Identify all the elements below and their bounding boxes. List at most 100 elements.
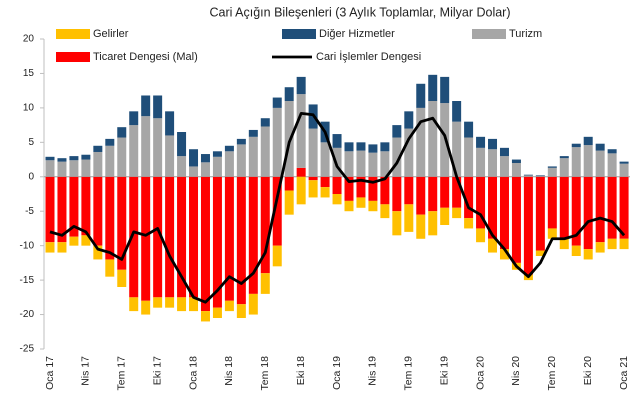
bar-segment <box>511 176 521 263</box>
bar-segment <box>547 228 557 239</box>
bar-segment <box>476 136 486 148</box>
bar-segment <box>416 83 426 108</box>
bar-segment <box>583 145 593 177</box>
bar-segment <box>141 116 151 177</box>
bar-segment <box>404 128 414 177</box>
bar-segment <box>260 273 270 294</box>
bar-segment <box>380 176 390 205</box>
y-tick-label: -20 <box>20 309 35 320</box>
y-tick-label: 0 <box>28 171 34 182</box>
bar-segment <box>165 111 175 136</box>
bar-segment <box>189 166 199 177</box>
bar-segment <box>380 151 390 177</box>
y-tick-label: 15 <box>23 68 35 79</box>
bar-segment <box>452 101 462 122</box>
bar-segment <box>499 249 509 260</box>
bar-segment <box>428 176 438 212</box>
bar-segment <box>452 207 462 219</box>
bar-segment <box>392 211 402 236</box>
bar-segment <box>248 136 258 177</box>
bar-segment <box>45 160 55 177</box>
bar-segment <box>200 311 210 322</box>
bar-segment <box>236 138 246 145</box>
bar-segment <box>129 176 139 298</box>
bar-segment <box>117 176 127 270</box>
bar-segment <box>464 218 474 229</box>
y-tick-label: 20 <box>23 34 35 45</box>
bar-segment <box>559 158 569 177</box>
bar-segment <box>284 176 294 191</box>
bar-segment <box>404 204 414 232</box>
bar-segment <box>619 161 629 164</box>
bar-segment <box>272 245 282 267</box>
bar-segment <box>260 176 270 274</box>
bar-segment <box>559 156 569 159</box>
legend-swatch <box>472 29 506 39</box>
bar-segment <box>583 136 593 146</box>
bar-segment <box>153 118 163 177</box>
y-tick-label: -15 <box>20 275 35 286</box>
bar-segment <box>165 297 175 308</box>
bar-segment <box>236 176 246 305</box>
bar-segment <box>57 161 67 177</box>
bar-segment <box>177 132 187 157</box>
bar-segment <box>129 111 139 126</box>
bar-segment <box>320 187 330 198</box>
bar-segment <box>81 176 91 236</box>
bar-segment <box>488 238 498 253</box>
x-tick-label: Eki 17 <box>151 356 163 385</box>
bar-segment <box>547 176 557 229</box>
bar-segment <box>368 176 378 201</box>
bar-segment <box>57 242 67 253</box>
x-tick-label: Tem 19 <box>403 356 415 391</box>
bar-segment <box>296 94 306 168</box>
bar-segment <box>464 176 474 219</box>
bar-segment <box>272 176 282 246</box>
bar-segment <box>57 158 67 162</box>
bar-segment <box>344 176 354 201</box>
bar-segment <box>284 87 294 101</box>
bar-segment <box>93 245 103 260</box>
bar-segment <box>404 176 414 205</box>
bar-segment <box>488 149 498 177</box>
bar-segment <box>595 176 605 243</box>
bar-segment <box>224 176 234 301</box>
bar-segment <box>260 126 270 177</box>
bar-segment <box>236 304 246 318</box>
x-tick-label: Oca 19 <box>331 356 343 390</box>
bar-segment <box>356 142 366 151</box>
bar-segment <box>320 176 330 188</box>
bar-segment <box>547 167 557 177</box>
line <box>49 112 626 304</box>
bar-segment <box>392 125 402 138</box>
y-tick-label: -5 <box>25 206 34 217</box>
bar-segment <box>165 176 175 298</box>
y-tick-label: -25 <box>20 344 35 355</box>
bar-segment <box>356 197 366 208</box>
legend-label: Cari İşlemler Dengesi <box>316 50 421 63</box>
bar-segment <box>248 293 258 315</box>
chart-title: Cari Açığın Bileşenleri (3 Aylık Toplaml… <box>209 5 510 19</box>
bar-segment <box>368 144 378 153</box>
bar-segment <box>535 176 545 177</box>
bar-segment <box>332 176 342 194</box>
bar-segment <box>535 175 545 177</box>
legend-label: Turizm <box>509 28 542 40</box>
x-tick-label: Eki 20 <box>582 356 594 385</box>
x-tick-label: Nis 20 <box>510 356 522 386</box>
bar-segment <box>535 176 545 251</box>
x-tick-label: Oca 17 <box>44 356 56 390</box>
bar-segment <box>212 176 222 308</box>
bar-segment <box>344 151 354 177</box>
bar-segment <box>499 147 509 157</box>
bar-segment <box>212 307 222 318</box>
bar-segment <box>272 97 282 108</box>
y-tick-label: 10 <box>23 103 35 114</box>
bar-segment <box>392 137 402 177</box>
bar-segment <box>535 250 545 256</box>
bar-segment <box>499 176 509 250</box>
bar-segment <box>511 163 521 177</box>
bar-segment <box>177 297 187 312</box>
bar-segment <box>105 176 115 260</box>
